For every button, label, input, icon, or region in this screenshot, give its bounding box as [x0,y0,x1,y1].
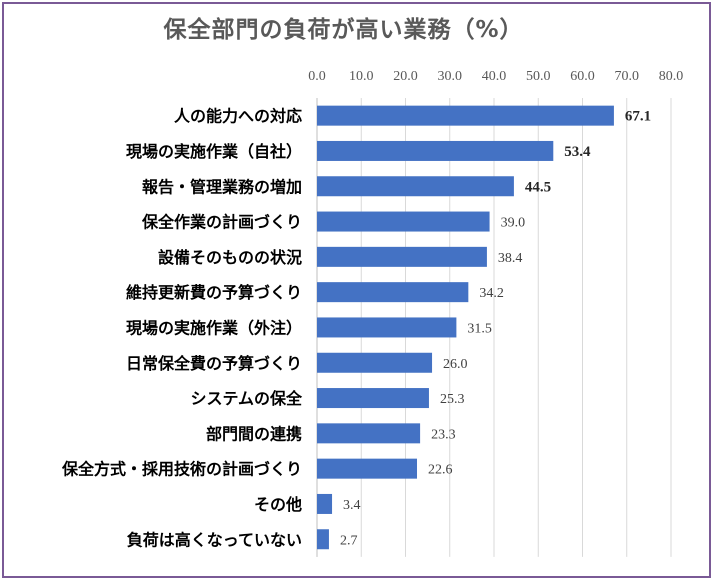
category-label: 負荷は高くなっていない [127,530,302,549]
bar [317,282,469,303]
bar [317,211,490,232]
data-label: 23.3 [431,427,456,442]
bar [317,105,614,126]
bar [317,388,429,409]
x-tick-label: 30.0 [438,69,463,84]
data-label: 22.6 [428,463,453,478]
bar [317,423,421,444]
bar [317,352,433,373]
category-label: 保全作業の計画づくり [141,213,302,232]
category-label: 現場の実施作業（外注） [126,318,302,337]
bar [317,317,457,338]
x-tick-label: 70.0 [615,69,640,84]
data-label: 3.4 [343,498,361,513]
category-label: 設備そのものの状況 [158,248,302,267]
bar [317,458,418,479]
bar [317,493,333,514]
data-label: 67.1 [625,109,651,125]
data-label: 26.0 [443,357,468,372]
bar [317,246,487,267]
x-tick-label: 80.0 [659,69,684,84]
x-tick-label: 50.0 [526,69,551,84]
category-label: 報告・管理業務の増加 [142,177,302,196]
x-tick-label: 60.0 [570,69,595,84]
category-label: 保全方式・採用技術の計画づくり [61,460,302,479]
bar [317,176,514,197]
data-label: 39.0 [501,216,526,231]
data-label: 38.4 [498,251,523,266]
x-tick-label: 0.0 [308,69,326,84]
x-tick-label: 10.0 [349,69,374,84]
data-label: 44.5 [525,179,551,195]
bar [317,140,554,161]
data-label: 53.4 [564,144,591,160]
data-label: 34.2 [479,286,504,301]
data-label: 31.5 [467,321,492,336]
category-label: 日常保全費の予算づくり [126,354,302,373]
x-tick-label: 20.0 [393,69,418,84]
category-label: 人の能力への対応 [174,107,302,126]
category-label: 現場の実施作業（自社） [126,142,302,161]
category-label: その他 [254,495,302,514]
data-label: 25.3 [440,392,465,407]
chart-title: 保全部門の負荷が高い業務（%） [163,17,524,43]
bar [317,529,329,550]
data-label: 2.7 [340,533,358,548]
category-label: 維持更新費の予算づくり [126,283,302,302]
x-tick-label: 40.0 [482,69,507,84]
category-label: 部門間の連携 [206,424,302,443]
category-label: システムの保全 [190,389,303,408]
